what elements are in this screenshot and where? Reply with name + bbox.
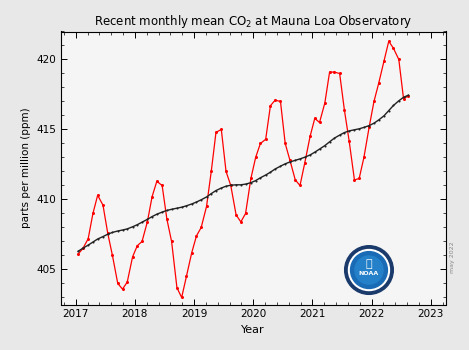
- Circle shape: [350, 252, 387, 288]
- X-axis label: Year: Year: [242, 325, 265, 335]
- Circle shape: [345, 246, 393, 294]
- Circle shape: [355, 256, 383, 284]
- Text: may 2022: may 2022: [450, 241, 455, 273]
- Circle shape: [348, 250, 389, 290]
- Text: NOAA: NOAA: [359, 271, 379, 275]
- Y-axis label: parts per million (ppm): parts per million (ppm): [21, 108, 30, 228]
- Text: ⌒: ⌒: [366, 259, 372, 269]
- Title: Recent monthly mean CO$_2$ at Mauna Loa Observatory: Recent monthly mean CO$_2$ at Mauna Loa …: [94, 13, 413, 29]
